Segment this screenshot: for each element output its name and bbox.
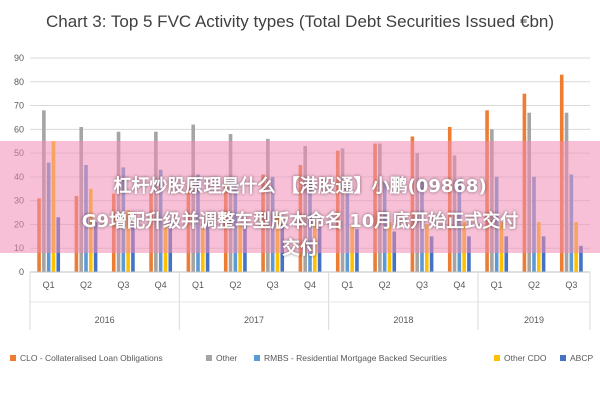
x-group-label: 2019 (524, 315, 544, 325)
y-tick-label: 0 (19, 267, 24, 277)
x-tick-label: Q4 (155, 280, 167, 290)
chart-legend: CLO - Collateralised Loan Obligations Oth… (10, 352, 600, 366)
x-group-label: 2017 (244, 315, 264, 325)
overlay-text-line-1: 杠杆炒股原理是什么 【港股通】小鹏(09868) (113, 176, 487, 197)
legend-label: ABCP (570, 352, 594, 363)
bar (541, 236, 546, 272)
legend-label: CLO - Collateralised Loan Obligations (20, 352, 163, 363)
x-tick-label: Q3 (117, 280, 129, 290)
chart-title: Chart 3: Top 5 FVC Activity types (Total… (45, 12, 555, 31)
x-tick-label: Q3 (267, 280, 279, 290)
legend-item: RMBS - Residential Mortgage Backed Secur… (254, 352, 447, 363)
x-tick-label: Q4 (453, 280, 465, 290)
x-group-label: 2016 (95, 315, 115, 325)
overlay-text-line-3: 交付 (282, 238, 318, 259)
legend-label: Other CDO (504, 352, 547, 363)
x-tick-label: Q3 (416, 280, 428, 290)
bar (467, 236, 471, 272)
x-tick-label: Q2 (528, 280, 540, 290)
x-tick-label: Q1 (43, 280, 55, 290)
legend-label: RMBS - Residential Mortgage Backed Secur… (264, 352, 447, 363)
x-tick-label: Q2 (80, 280, 92, 290)
bar (429, 236, 434, 272)
legend-swatch (254, 354, 260, 361)
y-tick-label: 90 (14, 53, 24, 63)
x-tick-label: Q4 (304, 280, 316, 290)
x-tick-label: Q1 (491, 280, 503, 290)
legend-swatch (206, 354, 212, 361)
x-tick-label: Q1 (341, 280, 353, 290)
overlay-text-line-2: G9增配升级并调整车型版本命名 10月底开始正式交付 (81, 211, 519, 232)
legend-item: CLO - Collateralised Loan Obligations (10, 352, 163, 363)
legend-swatch (10, 354, 16, 361)
bar (504, 236, 509, 272)
y-tick-label: 60 (14, 124, 24, 134)
legend-label: Other (216, 352, 238, 363)
y-tick-label: 70 (14, 101, 24, 111)
x-tick-label: Q1 (192, 280, 204, 290)
legend-item: Other (206, 352, 237, 363)
x-group-label: 2018 (393, 315, 413, 325)
legend-item: Other CDO (494, 352, 547, 363)
legend-item: ABCP (560, 352, 593, 363)
legend-swatch (494, 354, 500, 361)
x-tick-label: Q2 (379, 280, 391, 290)
y-tick-label: 80 (14, 77, 24, 87)
x-tick-label: Q3 (565, 280, 577, 290)
legend-swatch (560, 354, 566, 361)
bar (579, 245, 583, 272)
x-tick-label: Q2 (229, 280, 241, 290)
promo-overlay-banner: 杠杆炒股原理是什么 【港股通】小鹏(09868) G9增配升级并调整车型版本命名… (0, 141, 600, 259)
